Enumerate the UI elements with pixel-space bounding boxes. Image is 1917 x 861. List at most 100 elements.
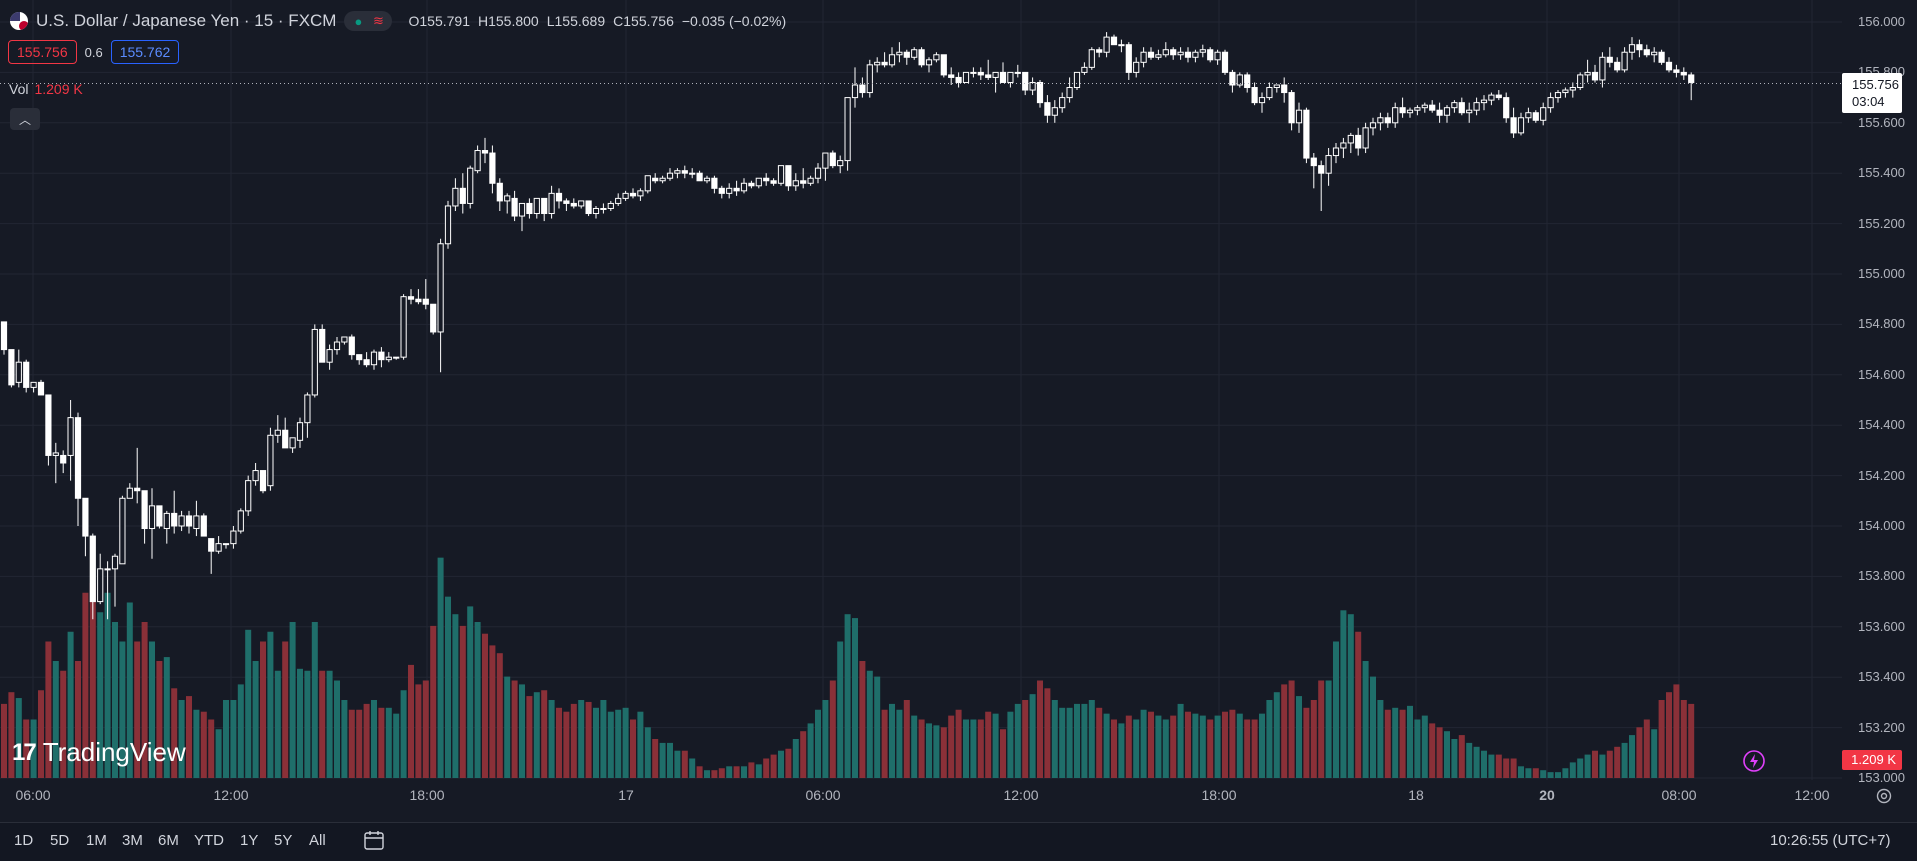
volume-bar	[1170, 715, 1177, 778]
volume-bar	[311, 622, 318, 778]
range-button-6m[interactable]: 6M	[158, 832, 179, 849]
volume-bar	[60, 670, 67, 778]
candle-body-up	[1155, 54, 1162, 58]
candle-body-up	[607, 202, 614, 209]
candle	[1288, 90, 1295, 131]
range-button-ytd[interactable]: YTD	[194, 832, 224, 849]
range-button-5y[interactable]: 5Y	[274, 832, 293, 849]
candlestick-chart[interactable]	[0, 0, 1917, 780]
candle-body-up	[1192, 51, 1199, 58]
candle	[1081, 62, 1088, 75]
candle	[1680, 67, 1687, 80]
buy-price-button[interactable]: 155.762	[110, 40, 180, 64]
open-label: O	[408, 13, 420, 29]
logo-mark: 17	[12, 738, 37, 766]
market-status[interactable]: ● ≋	[344, 11, 393, 31]
candle	[1273, 84, 1280, 93]
volume-bar	[208, 719, 215, 778]
candle	[444, 200, 452, 249]
market-open-dot-icon: ●	[354, 13, 363, 29]
candle-body-up	[326, 349, 333, 363]
candle-body-up	[518, 202, 526, 217]
candle-body-up	[1118, 44, 1125, 47]
candle-body-down	[1636, 44, 1643, 51]
candle-body-down	[378, 351, 385, 361]
symbol-title[interactable]: U.S. Dollar / Japanese Yen · 15 · FXCM	[36, 11, 337, 30]
candle	[1199, 44, 1206, 58]
candle-body-up	[578, 200, 585, 207]
volume-bar	[1185, 711, 1191, 778]
volume-bar	[1177, 703, 1184, 778]
range-button-3m[interactable]: 3M	[122, 832, 143, 849]
candle-body-up	[703, 177, 711, 182]
volume-bar	[1651, 729, 1658, 778]
candle	[1281, 77, 1288, 103]
volume-bar	[75, 661, 81, 778]
range-button-1d[interactable]: 1D	[14, 832, 34, 849]
candle	[814, 163, 822, 184]
calendar-icon[interactable]	[362, 828, 386, 852]
volume-bar	[674, 750, 681, 778]
price-tick-label: 155.600	[1858, 114, 1905, 130]
volume-bar	[1229, 709, 1236, 778]
range-button-1m[interactable]: 1M	[86, 832, 107, 849]
candle	[1170, 47, 1177, 60]
candle	[200, 513, 207, 537]
timezone-clock[interactable]: 10:26:55 (UTC+7)	[1770, 832, 1891, 849]
current-price-value: 155.756	[1852, 77, 1899, 92]
candle-body-down	[60, 454, 67, 464]
candle-body-down	[733, 187, 740, 192]
volume-bar	[38, 690, 44, 778]
candle	[1036, 79, 1044, 108]
candle-body-down	[985, 74, 992, 78]
candle-body-down	[785, 165, 792, 187]
candle	[1673, 64, 1680, 78]
candle-body-down	[1384, 117, 1391, 124]
candle	[1147, 47, 1155, 60]
range-button-1y[interactable]: 1Y	[240, 832, 259, 849]
settings-icon[interactable]	[1875, 787, 1893, 805]
candle-body-down	[948, 74, 955, 78]
range-button-5d[interactable]: 5D	[50, 832, 70, 849]
volume-bar	[1436, 727, 1443, 778]
volume-bar	[1488, 754, 1495, 778]
volume-bar	[1273, 692, 1280, 778]
candle-body-up	[311, 328, 318, 396]
candle-body-up	[896, 51, 903, 56]
candle-body-up	[370, 351, 378, 366]
volume-bar	[859, 661, 866, 778]
candle	[393, 356, 400, 360]
volume-bar	[615, 709, 622, 778]
volume-bar	[918, 719, 925, 778]
collapse-icon[interactable]: ︿	[10, 108, 40, 130]
volume-bar	[844, 614, 851, 778]
candle-body-up	[437, 243, 444, 333]
sell-price-button[interactable]: 155.756	[8, 40, 77, 64]
candle	[999, 62, 1007, 83]
candle	[1014, 64, 1021, 78]
candle	[185, 510, 193, 534]
candle	[585, 200, 592, 217]
candle-body-up	[1162, 49, 1169, 56]
candle	[940, 54, 947, 78]
candle	[1066, 77, 1073, 103]
candle-body-down	[1591, 71, 1599, 81]
low-value: 155.689	[554, 13, 606, 29]
volume-bar	[1636, 727, 1643, 778]
tradingview-logo[interactable]: 17 TradingView	[12, 737, 186, 768]
candle-body-up	[1073, 71, 1081, 89]
volume-bar	[112, 622, 118, 778]
volume-bar	[578, 700, 585, 778]
candle-body-up	[230, 530, 237, 545]
volume-bar	[607, 711, 614, 778]
candle	[1325, 148, 1332, 186]
volume-bar	[504, 676, 511, 778]
volume-bar	[1199, 715, 1206, 778]
volume-legend[interactable]: Vol 1.209 K	[9, 81, 83, 97]
volume-bar	[223, 700, 229, 778]
flash-icon[interactable]	[1743, 750, 1765, 772]
range-button-all[interactable]: All	[309, 832, 326, 849]
symbol-legend[interactable]: U.S. Dollar / Japanese Yen · 15 · FXCM ●…	[10, 8, 786, 34]
candle-body-down	[1044, 102, 1051, 116]
candle	[1458, 97, 1465, 116]
